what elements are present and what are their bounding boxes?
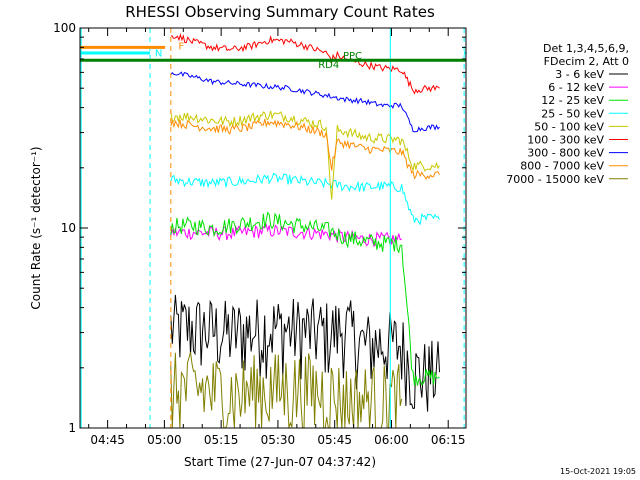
x-tick-label: 06:15 bbox=[431, 433, 466, 447]
flag-annotation-f: F bbox=[178, 42, 184, 53]
x-tick-label: 05:30 bbox=[261, 433, 296, 447]
x-tick-label: 05:00 bbox=[147, 433, 182, 447]
legend-entry-label: 800 - 7000 keV bbox=[520, 160, 604, 173]
y-tick-label: 100 bbox=[53, 21, 76, 35]
legend-entry-label: 7000 - 15000 keV bbox=[506, 173, 604, 186]
legend-entry-label: 6 - 12 keV bbox=[548, 81, 604, 94]
series-line-4 bbox=[170, 172, 440, 226]
legend-header-line-2: FDecim 2, Att 0 bbox=[544, 55, 629, 68]
plot-frame bbox=[79, 27, 467, 429]
flag-annotation-n: N bbox=[155, 49, 162, 60]
x-tick-label: 05:45 bbox=[317, 433, 352, 447]
legend-entry-label: 50 - 100 keV bbox=[534, 120, 604, 133]
flag-annotation-rd4: RD4 bbox=[318, 60, 339, 71]
legend-header-line-1: Det 1,3,4,5,6,9, bbox=[543, 42, 629, 55]
series-line-3 bbox=[170, 211, 440, 386]
generation-timestamp: 15-Oct-2021 19:05 bbox=[560, 467, 636, 476]
x-axis-label: Start Time (27-Jun-07 04:37:42) bbox=[184, 455, 376, 469]
series-line-2 bbox=[170, 223, 402, 248]
series-line-8 bbox=[170, 118, 440, 180]
legend-entry-label: 25 - 50 keV bbox=[541, 107, 604, 120]
legend: Det 1,3,4,5,6,9, FDecim 2, Att 0 3 - 6 k… bbox=[506, 42, 629, 186]
x-tick-label: 05:15 bbox=[204, 433, 239, 447]
y-axis-label: Count Rate (s⁻¹ detector⁻¹) bbox=[29, 146, 43, 309]
series-line-7 bbox=[170, 71, 440, 133]
series-line-9 bbox=[170, 352, 403, 429]
legend-entry-label: 300 - 800 keV bbox=[527, 147, 604, 160]
y-tick-label: 10 bbox=[61, 221, 76, 235]
legend-entry-label: 12 - 25 keV bbox=[541, 94, 604, 107]
legend-entry-label: 3 - 6 keV bbox=[555, 68, 604, 81]
flag-annotation-ppc: PPC bbox=[343, 51, 362, 62]
ticks-layer: 04:45 05:00 05:15 05:30 05:45 06:00 06:15 1 10 10… bbox=[53, 21, 466, 447]
x-tick-label: 04:45 bbox=[90, 433, 125, 447]
overlay-layer: N F RD4 PPC bbox=[80, 28, 466, 428]
y-tick-label: 1 bbox=[68, 421, 76, 435]
series-line-5 bbox=[170, 110, 440, 200]
series-layer bbox=[170, 33, 440, 429]
legend-entry-label: 100 - 300 keV bbox=[527, 134, 604, 147]
series-line-1 bbox=[170, 294, 440, 412]
series-line-6 bbox=[170, 33, 440, 95]
x-tick-label: 06:00 bbox=[374, 433, 409, 447]
chart-title: RHESSI Observing Summary Count Rates bbox=[125, 3, 435, 21]
